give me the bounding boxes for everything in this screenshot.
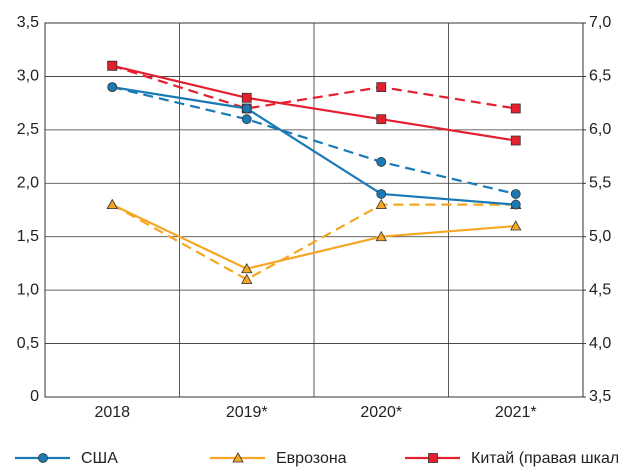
marker (241, 103, 252, 114)
y2-tick-label: 5,5 (589, 175, 611, 192)
series-line (111, 203, 516, 281)
marker (107, 60, 118, 71)
legend-label: Китай (правая шкала) (471, 450, 618, 467)
y-tick-label: 0 (30, 388, 39, 405)
marker (241, 114, 252, 125)
series-line (111, 64, 516, 142)
legend-label: Еврозона (276, 450, 347, 467)
x-tick-label: 2019* (226, 404, 268, 421)
y-tick-label: 0,5 (17, 335, 39, 352)
y2-tick-label: 5,0 (589, 228, 611, 245)
x-tick-label: 2020* (360, 404, 402, 421)
series-line (111, 203, 516, 270)
y-tick-label: 3,5 (17, 14, 39, 31)
marker (232, 452, 244, 463)
y2-tick-label: 3,5 (589, 388, 611, 405)
y2-tick-label: 6,0 (589, 121, 611, 138)
marker (106, 198, 118, 210)
y-tick-label: 2,5 (17, 121, 39, 138)
y-tick-label: 1,0 (17, 281, 39, 298)
series-line (111, 86, 517, 196)
y2-tick-label: 6,5 (589, 68, 611, 85)
legend-label: США (81, 450, 118, 467)
marker (38, 453, 48, 463)
marker (241, 262, 253, 274)
marker (510, 135, 521, 146)
y-tick-label: 2,0 (17, 175, 39, 192)
y2-tick-label: 4,0 (589, 335, 611, 352)
marker (241, 92, 252, 103)
marker (510, 103, 521, 114)
marker (241, 273, 253, 284)
y2-tick-label: 4,5 (589, 281, 611, 298)
y2-tick-label: 7,0 (589, 14, 611, 31)
marker (428, 453, 438, 463)
x-tick-label: 2018 (94, 404, 130, 421)
y-tick-label: 1,5 (17, 228, 39, 245)
series-line (112, 86, 516, 206)
marker (107, 82, 118, 93)
marker (510, 220, 522, 231)
series-line (111, 64, 516, 110)
marker (375, 198, 387, 210)
marker (376, 82, 387, 93)
x-tick-label: 2021* (495, 404, 537, 421)
marker (376, 189, 387, 199)
marker (376, 114, 387, 125)
marker (510, 199, 521, 210)
marker (375, 230, 387, 242)
y-tick-label: 3,0 (17, 68, 39, 85)
plot-frame (44, 22, 584, 398)
marker (376, 157, 387, 167)
marker (510, 189, 521, 199)
